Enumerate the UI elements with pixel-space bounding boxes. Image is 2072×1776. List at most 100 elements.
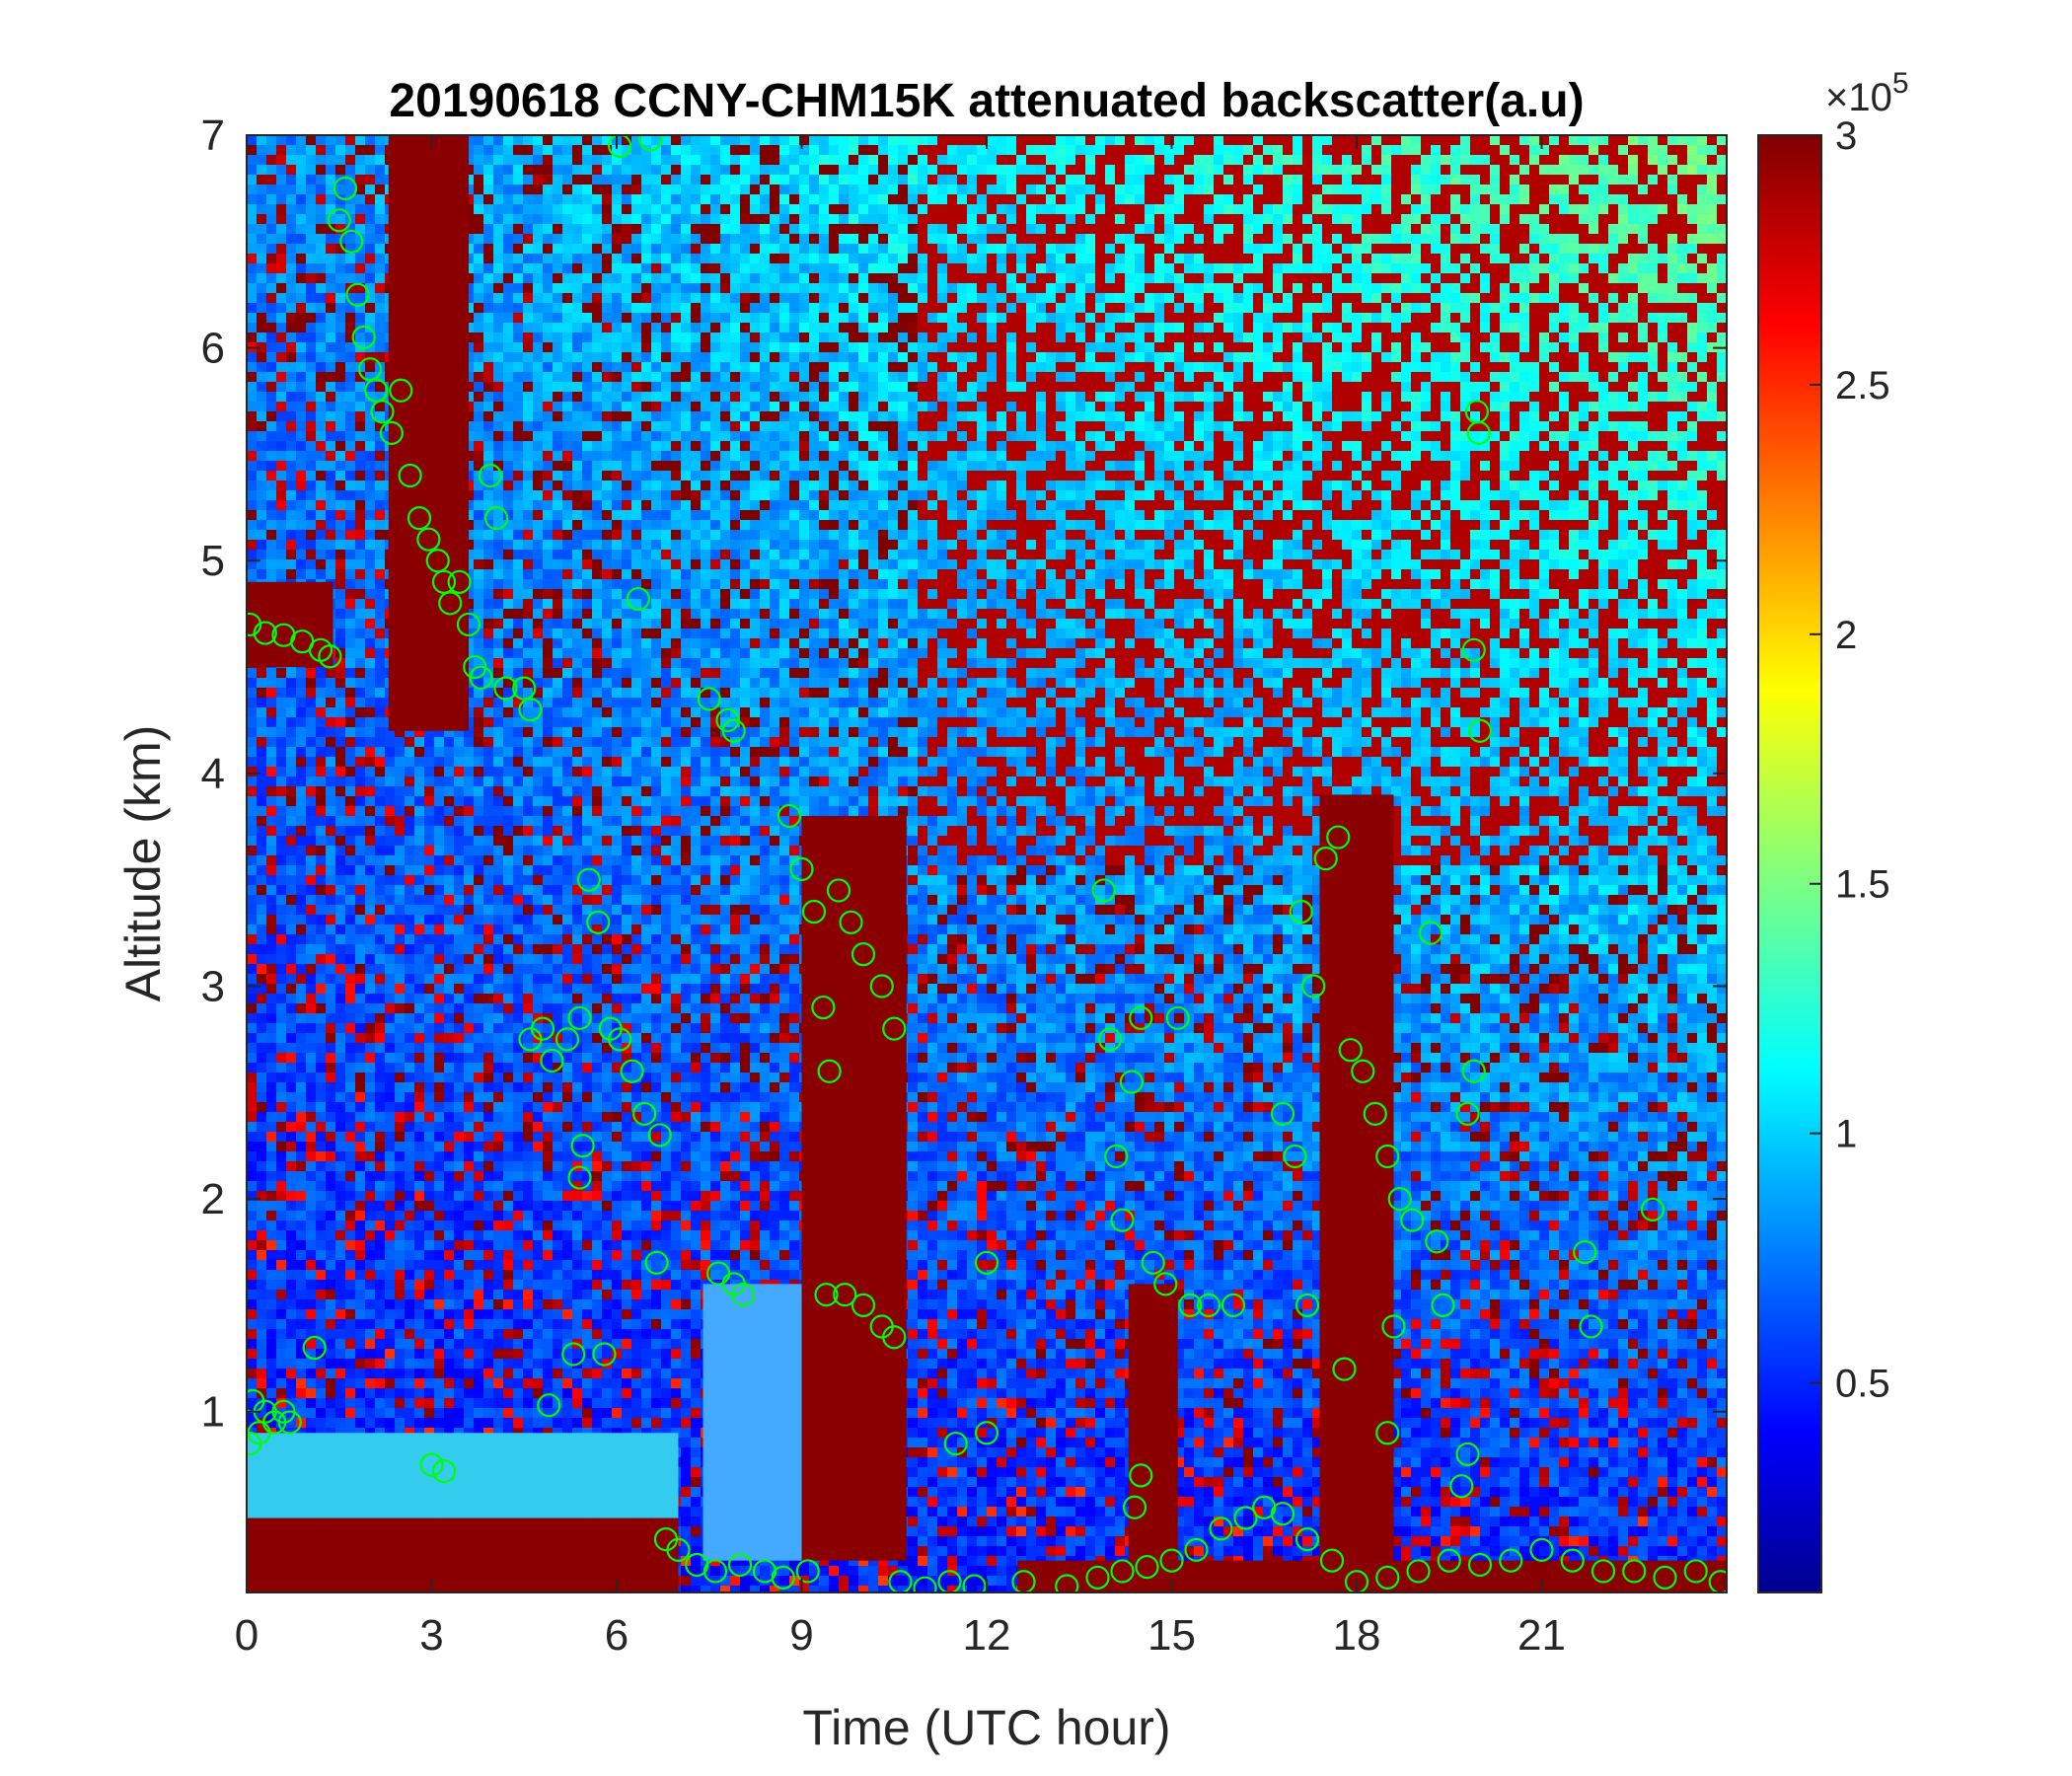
heatmap-cell — [543, 540, 553, 550]
heatmap-cell — [345, 1132, 355, 1142]
heatmap-cell — [454, 1388, 464, 1398]
heatmap-cell — [523, 382, 533, 392]
heatmap-cell — [483, 471, 493, 481]
heatmap-cell — [296, 372, 306, 382]
heatmap-cell — [474, 145, 483, 155]
heatmap-cell — [335, 1033, 345, 1043]
heatmap-cell — [335, 1013, 345, 1023]
heatmap-cell — [335, 1280, 345, 1290]
heatmap-cell — [375, 1339, 385, 1349]
heatmap-cell — [474, 155, 483, 165]
heatmap-cell — [562, 836, 572, 846]
heatmap-cell — [335, 826, 345, 836]
heatmap-cell — [306, 1230, 316, 1240]
heatmap-cell — [405, 1378, 414, 1388]
heatmap-cell — [286, 1043, 296, 1053]
heatmap-cell — [257, 1201, 266, 1211]
heatmap-cell — [326, 1221, 335, 1230]
heatmap-cell — [286, 1142, 296, 1151]
heatmap-cell — [375, 1003, 385, 1013]
heatmap-cell — [276, 382, 286, 392]
heatmap-cell — [276, 1299, 286, 1309]
heatmap-cell — [503, 1290, 513, 1299]
heatmap-cell — [503, 707, 513, 717]
heatmap-cell — [513, 559, 523, 569]
heatmap-cell — [266, 352, 276, 362]
heatmap-cell — [523, 185, 533, 194]
heatmap-cell — [296, 530, 306, 540]
heatmap-cell — [572, 599, 582, 609]
heatmap-cell — [572, 569, 582, 579]
heatmap-cell — [553, 1260, 562, 1270]
heatmap-cell — [562, 717, 572, 727]
heatmap-cell — [326, 1260, 335, 1270]
heatmap-cell — [296, 1299, 306, 1309]
heatmap-cell — [444, 816, 454, 826]
heatmap-cell — [296, 1408, 306, 1418]
heatmap-cell — [247, 471, 257, 481]
heatmap-cell — [543, 1240, 553, 1250]
heatmap-cell — [257, 500, 266, 510]
heatmap-cell — [503, 1369, 513, 1378]
heatmap-cell — [365, 609, 375, 619]
heatmap-cell — [296, 283, 306, 293]
heatmap-cell — [326, 1102, 335, 1112]
heatmap-cell — [543, 885, 553, 895]
heatmap-cell — [513, 421, 523, 431]
heatmap-cell — [493, 165, 503, 175]
heatmap-cell — [247, 352, 257, 362]
heatmap-cell — [355, 619, 365, 629]
heatmap-cell — [434, 1388, 444, 1398]
heatmap-cell — [553, 826, 562, 836]
heatmap-cell — [454, 1013, 464, 1023]
heatmap-cell — [533, 1290, 543, 1299]
heatmap-cell — [355, 135, 365, 145]
heatmap-cell — [424, 1132, 434, 1142]
heatmap-cell — [247, 431, 257, 441]
heatmap-cell — [276, 934, 286, 944]
heatmap-cell — [483, 638, 493, 648]
heatmap-cell — [316, 382, 326, 392]
heatmap-cell — [424, 1418, 434, 1428]
heatmap-cell — [454, 1359, 464, 1369]
heatmap-cell — [523, 1102, 533, 1112]
heatmap-cell — [365, 806, 375, 816]
heatmap-cell — [424, 1033, 434, 1043]
heatmap-cell — [533, 214, 543, 224]
heatmap-cell — [365, 530, 375, 540]
heatmap-cell — [365, 520, 375, 530]
heatmap-cell — [355, 1063, 365, 1073]
heatmap-cell — [543, 767, 553, 777]
heatmap-cell — [414, 1221, 424, 1230]
heatmap-cell — [286, 520, 296, 530]
heatmap-cell — [562, 865, 572, 875]
heatmap-cell — [326, 1299, 335, 1309]
heatmap-cell — [326, 165, 335, 175]
heatmap-cell — [316, 885, 326, 895]
heatmap-cell — [365, 589, 375, 599]
heatmap-cell — [266, 668, 276, 678]
heatmap-cell — [326, 1112, 335, 1122]
heatmap-cell — [543, 451, 553, 461]
heatmap-cell — [385, 994, 395, 1003]
heatmap-cell — [316, 1142, 326, 1151]
heatmap-cell — [385, 1063, 395, 1073]
heatmap-cell — [523, 994, 533, 1003]
heatmap-cell — [365, 1151, 375, 1161]
heatmap-cell — [454, 1240, 464, 1250]
heatmap-cell — [523, 313, 533, 323]
heatmap-cell — [296, 777, 306, 786]
heatmap-cell — [543, 303, 553, 313]
heatmap-cell — [365, 895, 375, 905]
heatmap-cell — [345, 451, 355, 461]
heatmap-cell — [503, 964, 513, 974]
heatmap-cell — [464, 1221, 474, 1230]
heatmap-cell — [365, 668, 375, 678]
heatmap-cell — [572, 579, 582, 589]
heatmap-cell — [503, 658, 513, 668]
heatmap-cell — [523, 826, 533, 836]
heatmap-cell — [405, 1043, 414, 1053]
heatmap-cell — [483, 727, 493, 737]
heatmap-cell — [266, 1171, 276, 1181]
heatmap-cell — [533, 747, 543, 757]
